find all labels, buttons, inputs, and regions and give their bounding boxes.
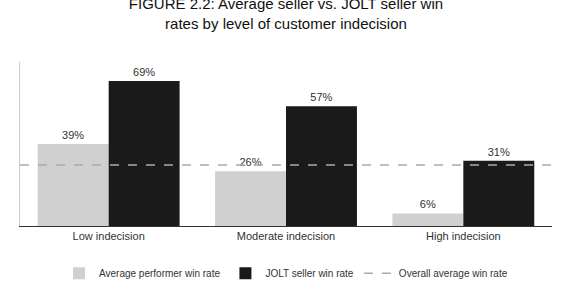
svg-text:Moderate indecision: Moderate indecision bbox=[237, 230, 335, 242]
svg-text:57%: 57% bbox=[310, 91, 332, 103]
svg-text:JOLT seller win rate: JOLT seller win rate bbox=[265, 268, 353, 279]
svg-text:6%: 6% bbox=[420, 198, 436, 210]
svg-text:31%: 31% bbox=[488, 146, 510, 158]
svg-text:Average performer win rate: Average performer win rate bbox=[99, 268, 220, 279]
svg-text:Overall average win rate: Overall average win rate bbox=[399, 268, 508, 279]
svg-text:39%: 39% bbox=[62, 129, 84, 141]
svg-text:FIGURE 2.2: Average seller vs.: FIGURE 2.2: Average seller vs. JOLT sell… bbox=[129, 0, 443, 32]
svg-text:69%: 69% bbox=[133, 66, 155, 78]
svg-text:26%: 26% bbox=[239, 156, 261, 168]
svg-text:High indecision: High indecision bbox=[426, 230, 501, 242]
svg-text:Low indecision: Low indecision bbox=[73, 230, 145, 242]
